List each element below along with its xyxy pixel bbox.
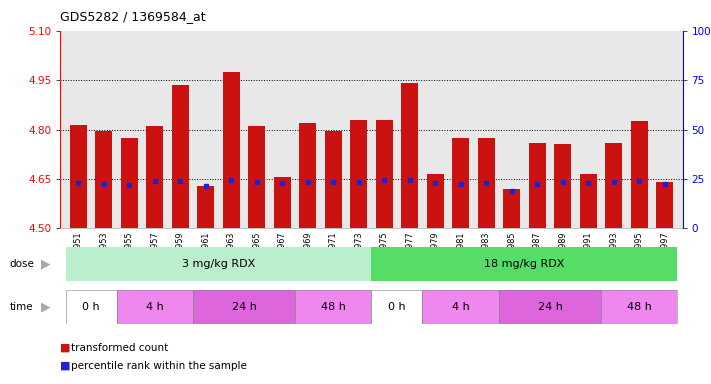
Text: 0 h: 0 h	[388, 302, 406, 312]
Text: 24 h: 24 h	[232, 302, 257, 312]
Bar	[193, 290, 295, 324]
Text: ▶: ▶	[41, 301, 51, 314]
Bar	[172, 85, 188, 228]
Bar	[198, 185, 214, 228]
Bar	[631, 121, 648, 228]
Bar	[299, 123, 316, 228]
Text: 18 mg/kg RDX: 18 mg/kg RDX	[484, 259, 565, 269]
Bar	[580, 174, 597, 228]
Bar	[142, 31, 168, 228]
Bar	[117, 290, 193, 324]
Text: 48 h: 48 h	[627, 302, 652, 312]
Bar	[402, 83, 418, 228]
Text: 48 h: 48 h	[321, 302, 346, 312]
Bar	[376, 120, 392, 228]
Bar	[351, 120, 367, 228]
Bar	[321, 31, 346, 228]
Text: percentile rank within the sample: percentile rank within the sample	[71, 361, 247, 371]
Bar	[397, 31, 422, 228]
Bar	[223, 72, 240, 228]
Bar	[626, 31, 652, 228]
Text: ▶: ▶	[41, 257, 51, 270]
Bar	[325, 131, 341, 228]
Bar	[371, 247, 678, 281]
Bar	[452, 138, 469, 228]
Bar	[117, 31, 142, 228]
Bar	[601, 290, 678, 324]
Bar	[555, 144, 571, 228]
Bar	[65, 247, 371, 281]
Bar	[218, 31, 244, 228]
Bar	[499, 290, 601, 324]
Bar	[499, 290, 601, 324]
Bar	[269, 31, 295, 228]
Text: 0 h: 0 h	[82, 302, 100, 312]
Bar	[575, 31, 601, 228]
Text: transformed count: transformed count	[71, 343, 169, 353]
Bar	[656, 182, 673, 228]
Text: 4 h: 4 h	[452, 302, 469, 312]
Bar	[248, 126, 265, 228]
Bar	[422, 290, 499, 324]
Bar	[65, 31, 91, 228]
Bar	[422, 290, 499, 324]
Bar	[499, 31, 525, 228]
Bar	[274, 177, 291, 228]
Bar	[427, 174, 444, 228]
Text: ■: ■	[60, 361, 71, 371]
Bar	[70, 125, 87, 228]
Bar	[244, 31, 269, 228]
Bar	[503, 189, 520, 228]
Bar	[193, 290, 295, 324]
Bar	[371, 290, 422, 324]
Bar	[346, 31, 371, 228]
Bar	[295, 31, 321, 228]
Bar	[121, 138, 137, 228]
Bar	[448, 31, 474, 228]
Bar	[91, 31, 117, 228]
Bar	[117, 290, 193, 324]
Text: GDS5282 / 1369584_at: GDS5282 / 1369584_at	[60, 10, 206, 23]
Bar	[65, 290, 117, 324]
Bar	[601, 31, 626, 228]
Bar	[601, 290, 678, 324]
Text: time: time	[9, 302, 33, 312]
Bar	[478, 138, 495, 228]
Bar	[474, 31, 499, 228]
Text: 3 mg/kg RDX: 3 mg/kg RDX	[182, 259, 255, 269]
Bar	[95, 131, 112, 228]
Bar	[525, 31, 550, 228]
Text: ■: ■	[60, 343, 71, 353]
Bar	[606, 143, 622, 228]
Bar	[550, 31, 575, 228]
Bar	[146, 126, 163, 228]
Bar	[652, 31, 678, 228]
Bar	[295, 290, 371, 324]
Bar	[422, 31, 448, 228]
Text: 24 h: 24 h	[538, 302, 562, 312]
Bar	[65, 290, 117, 324]
Bar	[295, 290, 371, 324]
Bar	[371, 31, 397, 228]
Bar	[529, 143, 545, 228]
Bar	[168, 31, 193, 228]
Bar	[193, 31, 218, 228]
Text: 4 h: 4 h	[146, 302, 164, 312]
Bar	[371, 290, 422, 324]
Text: dose: dose	[9, 259, 34, 269]
